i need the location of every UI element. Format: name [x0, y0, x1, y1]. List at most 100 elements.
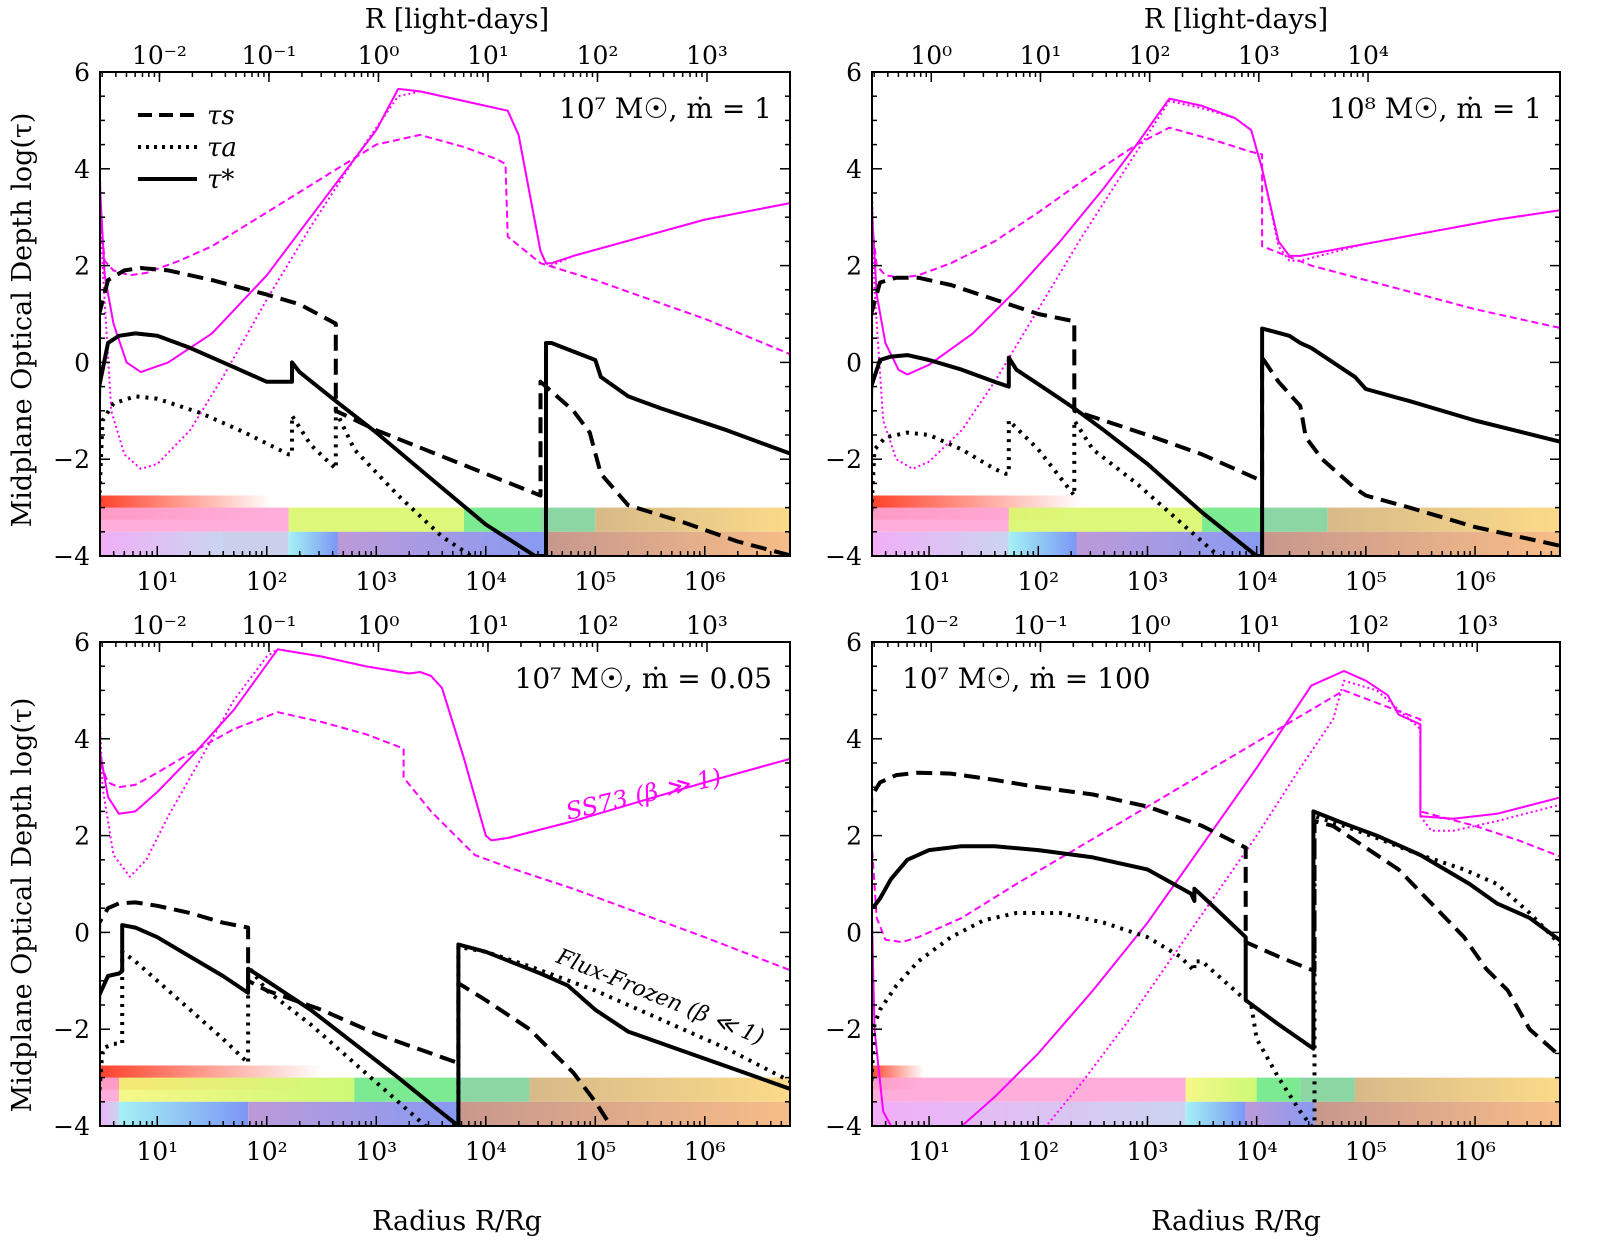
ytick-label-p2: −4 — [825, 542, 862, 571]
ytick-label-p1: 0 — [74, 348, 90, 377]
xtick-label-p1: 10⁴ — [465, 567, 507, 596]
top-x-axis-title-left: R [light-days] — [365, 4, 549, 35]
top-xtick-label-p1: 10⁻¹ — [241, 41, 296, 70]
regime-band-p2-7 — [1008, 531, 1077, 556]
legend: τs τa τ* — [138, 101, 237, 195]
plot-area-p4 — [872, 670, 1560, 1126]
top-xtick-label-p3: 10⁰ — [358, 611, 400, 640]
ytick-label-p3: 6 — [74, 628, 90, 657]
xtick-label-p4: 10¹ — [908, 1137, 950, 1166]
series-p2-ss73-s — [872, 126, 1560, 329]
regime-band-p3-5 — [529, 1077, 790, 1102]
plot-area-p3 — [100, 648, 790, 1126]
plot-area-p2 — [872, 97, 1560, 556]
regime-band-p4-1 — [872, 1077, 1186, 1102]
ytick-label-p2: 6 — [846, 58, 862, 87]
regime-band-p3-1 — [100, 1077, 119, 1102]
ytick-label-p1: −4 — [53, 542, 90, 571]
y-axis-title-top: Midplane Optical Depth log(τ) — [7, 113, 38, 528]
regime-band-p3-9 — [458, 1101, 790, 1126]
xtick-label-p2: 10⁴ — [1236, 567, 1278, 596]
xtick-label-p1: 10¹ — [136, 567, 178, 596]
top-xtick-label-p2: 10³ — [1238, 41, 1280, 70]
regime-band-p3-4 — [458, 1077, 530, 1102]
series-p4-flux-frozen- — [872, 809, 1560, 1051]
regime-band-p3-8 — [248, 1101, 459, 1126]
ytick-label-p2: 2 — [846, 252, 862, 281]
top-xtick-label-p1: 10⁰ — [358, 41, 400, 70]
series-p1-flux-frozen-s — [100, 266, 790, 556]
series-p1-ss73-s — [100, 133, 790, 356]
ytick-label-p1: 2 — [74, 252, 90, 281]
regime-band-p1-1 — [100, 507, 289, 532]
panel-p3: −4 −2 0 2 4 6 10¹ 10² 10³ 10⁴ 10⁵ 10⁶ 10⁻² 10⁻¹ 10⁰ 10¹… — [53, 611, 791, 1166]
top-xtick-label-p4: 10⁻² — [904, 611, 959, 640]
xtick-label-p1: 10³ — [355, 567, 397, 596]
top-xtick-label-p3: 10⁻² — [132, 611, 187, 640]
regime-band-p2-4 — [1262, 507, 1328, 532]
regime-band-p2-1 — [872, 507, 1009, 532]
legend-label-tau-star: τ* — [207, 165, 234, 195]
regime-band-p2-6 — [872, 531, 1009, 556]
series-p4-ss73- — [872, 670, 1560, 1126]
series-p3-ss73-a — [100, 648, 790, 878]
ytick-label-p3: 2 — [74, 822, 90, 851]
top-xtick-label-p4: 10⁰ — [1129, 611, 1171, 640]
regime-band-p1-8 — [288, 531, 338, 556]
xtick-label-p3: 10⁶ — [684, 1137, 726, 1166]
legend-label-tau-a: τa — [207, 133, 237, 163]
legend-label-tau-s: τs — [207, 101, 235, 131]
top-xtick-label-p3: 10¹ — [467, 611, 509, 640]
series-p1-ss73- — [100, 87, 790, 374]
panels: −4 −2 0 2 4 6 10¹ 10² 10³ 10⁴ 10⁵ 10⁶ 10⁻² 10⁻¹ 10⁰ 10¹… — [53, 41, 1561, 1166]
regime-band-p3-3 — [354, 1077, 459, 1102]
xtick-label-p3: 10⁵ — [574, 1137, 616, 1166]
xtick-label-p3: 10¹ — [136, 1137, 178, 1166]
top-x-axis-title-right: R [light-days] — [1144, 4, 1328, 35]
regime-band-p1-4 — [540, 507, 596, 532]
ytick-label-p3: −2 — [53, 1015, 90, 1044]
regime-band-p3-6 — [100, 1101, 119, 1126]
y-axis-title-bottom: Midplane Optical Depth log(τ) — [7, 698, 38, 1113]
panel-p1: −4 −2 0 2 4 6 10¹ 10² 10³ 10⁴ 10⁵ 10⁶ 10⁻² 10⁻¹ 10⁰ 10¹… — [53, 41, 791, 596]
ytick-label-p1: 6 — [74, 58, 90, 87]
axes-frame-p2 — [871, 71, 1561, 557]
top-xtick-label-p4: 10³ — [1456, 611, 1498, 640]
ytick-label-p4: 2 — [846, 822, 862, 851]
regime-band-p3-2 — [118, 1077, 355, 1102]
ytick-label-p4: 6 — [846, 628, 862, 657]
regime-band-p4-9 — [1314, 1101, 1560, 1126]
series-p2-ss73-a — [872, 100, 1560, 470]
panel-title-p4: 10⁷ M☉, ṁ = 100 — [902, 662, 1151, 695]
xtick-label-p3: 10³ — [355, 1137, 397, 1166]
regime-band-p1-6 — [100, 531, 223, 556]
x-axis-title-left: Radius R/Rg — [372, 1206, 542, 1237]
xtick-label-p4: 10⁵ — [1345, 1137, 1387, 1166]
regime-band-p1-2 — [288, 507, 464, 532]
top-xtick-label-p1: 10⁻² — [132, 41, 187, 70]
regime-band-p4-7 — [1185, 1101, 1246, 1126]
top-xtick-label-p1: 10¹ — [467, 41, 509, 70]
series-p2-flux-frozen-s — [872, 275, 1560, 548]
xtick-label-p2: 10⁶ — [1454, 567, 1496, 596]
top-xtick-label-p2: 10¹ — [1020, 41, 1062, 70]
top-xtick-label-p1: 10² — [577, 41, 619, 70]
series-p4-flux-frozen-a — [872, 814, 1560, 1126]
xtick-label-p3: 10⁴ — [465, 1137, 507, 1166]
top-xtick-label-p2: 10⁰ — [910, 41, 952, 70]
series-p1-flux-frozen- — [100, 331, 790, 556]
annotation-ss73: SS73 (β ≫ 1) — [563, 763, 724, 826]
xtick-label-p1: 10⁶ — [684, 567, 726, 596]
regime-band-p4-5 — [1354, 1077, 1560, 1102]
regime-band-p1-5 — [595, 507, 790, 532]
ytick-label-p2: 0 — [846, 348, 862, 377]
top-xtick-label-p4: 10¹ — [1238, 611, 1280, 640]
regime-band-p2-5 — [1327, 507, 1560, 532]
series-p3-ss73-s — [100, 711, 790, 972]
top-xtick-label-p1: 10³ — [686, 41, 728, 70]
xtick-label-p1: 10² — [246, 567, 288, 596]
ytick-label-p2: −2 — [825, 445, 862, 474]
xtick-label-p3: 10² — [246, 1137, 288, 1166]
regime-band-p3-7 — [118, 1101, 249, 1126]
ytick-label-p4: 0 — [846, 918, 862, 947]
